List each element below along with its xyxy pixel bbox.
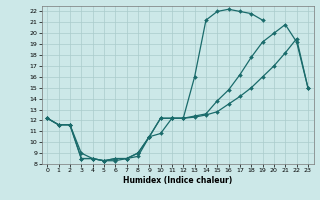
X-axis label: Humidex (Indice chaleur): Humidex (Indice chaleur) bbox=[123, 176, 232, 185]
